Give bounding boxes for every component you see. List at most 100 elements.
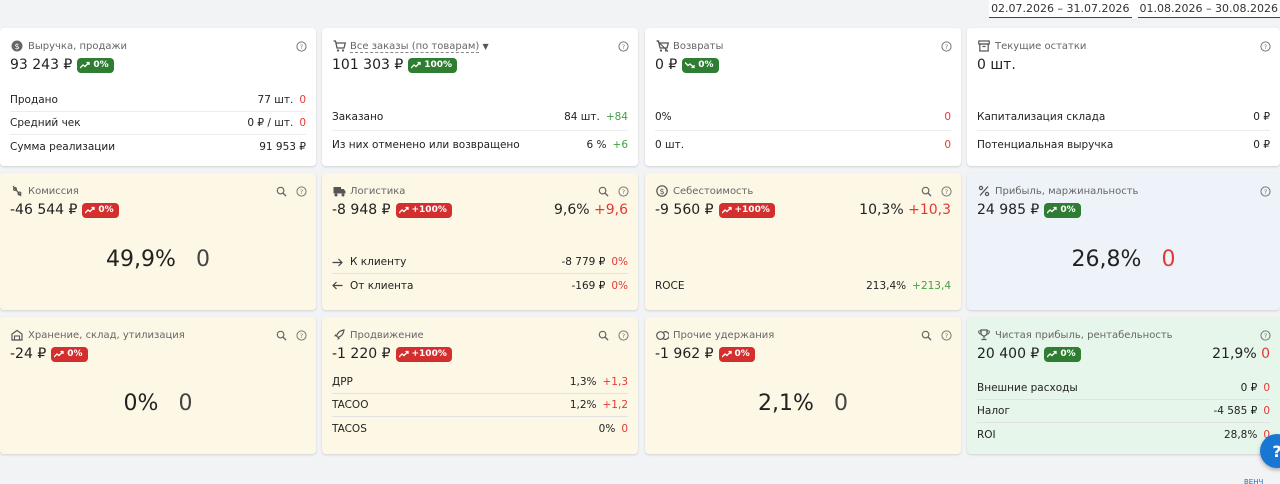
card-value: -1 962 ₽ [655,346,714,362]
svg-text:?: ? [1263,187,1266,195]
zoom-icon[interactable] [919,184,933,198]
list-item: Потенциальная выручка 0 ₽ [977,138,1270,151]
cart-icon [332,39,346,53]
svg-text:?: ? [299,42,302,50]
card-title: Выручка, продажи [28,40,128,52]
card-commission: Комиссия ? -46 544 ₽ 0% 49,9% 0 [0,173,316,310]
list-item: От клиента -169 ₽0% [332,274,628,297]
card-storage: Хранение, склад, утилизация ? -24 ₽ 0% 0… [0,317,316,454]
corner-link[interactable]: ВЕНЧ [1244,478,1264,484]
svg-text:?: ? [621,331,624,339]
card-value: 20 400 ₽ [977,346,1040,362]
cart-off-icon [655,39,669,53]
zoom-icon[interactable] [274,328,288,342]
arrow-right-icon [332,258,346,267]
big-metric: 0% 0 [123,391,193,416]
date-range-current[interactable]: 01.08.2026 – 30.08.2026 [1137,1,1280,18]
big-metric: 26,8% 0 [1071,247,1176,272]
big-metric: 2,1% 0 [758,391,848,416]
help-icon[interactable]: ? [1258,328,1272,342]
help-chat-button[interactable]: ? [1260,434,1280,468]
svg-text:?: ? [944,187,947,195]
svg-text:$: $ [659,187,664,196]
trophy-icon [977,328,991,342]
card-returns: Возвраты ? 0 ₽ 0% 0% 0 0 шт. 0 [645,28,961,166]
card-title: Чистая прибыль, рентабельность [995,329,1173,341]
list-item: ROCE 213,4% +213,4 [655,279,951,292]
trend-badge: 0% [77,57,114,73]
card-net-profit: Чистая прибыль, рентабельность ? 20 400 … [967,317,1280,454]
help-icon[interactable]: ? [294,328,308,342]
warehouse-icon [10,328,24,342]
help-icon[interactable]: ? [294,39,308,53]
card-profit: Прибыль, маржинальность ? 24 985 ₽ 0% 26… [967,173,1280,310]
svg-text:?: ? [944,331,947,339]
card-value: 0 ₽ [655,57,678,73]
help-icon[interactable]: ? [939,184,953,198]
date-range-previous[interactable]: 02.07.2026 – 31.07.2026 [989,1,1132,18]
card-value: -9 560 ₽ [655,202,714,218]
help-icon[interactable]: ? [616,184,630,198]
help-icon[interactable]: ? [1258,184,1272,198]
list-item: Из них отменено или возвращено 6 % +6 [332,138,628,151]
card-title: Продвижение [350,329,424,341]
card-logistics: Логистика ? -8 948 ₽ +100% 9,6% +9,6 К к… [322,173,638,310]
card-title: Текущие остатки [995,40,1087,52]
list-item: ROI 28,8% 0 [977,428,1270,441]
card-stock: Текущие остатки ? 0 шт. Капитализация ск… [967,28,1280,166]
help-icon[interactable]: ? [939,328,953,342]
chevron-down-icon[interactable]: ▼ [482,41,489,51]
card-title: Прибыль, маржинальность [995,185,1139,197]
card-title: Хранение, склад, утилизация [28,329,185,341]
card-revenue: $ Выручка, продажи ? 93 243 ₽ 0% Продано… [0,28,316,166]
svg-text:$: $ [14,42,19,51]
svg-text:?: ? [621,187,624,195]
orders-dropdown[interactable]: Все заказы (по товарам) [350,40,480,53]
trend-badge: 100% [408,57,458,73]
card-title: Прочие удержания [673,329,775,341]
zoom-icon[interactable] [596,328,610,342]
card-value: 24 985 ₽ [977,202,1040,218]
card-value: -8 948 ₽ [332,202,391,218]
trend-badge: 0% [1044,346,1081,362]
list-item: 0% 0 [655,104,951,131]
share-metric: 21,9% 0 [1212,346,1270,362]
help-icon[interactable]: ? [616,39,630,53]
help-icon[interactable]: ? [294,184,308,198]
arrow-left-icon [332,281,346,290]
trend-badge: 0% [682,57,719,73]
truck-icon [332,184,346,198]
card-title: Логистика [350,185,406,197]
trend-badge: 0% [82,202,119,218]
svg-text:?: ? [944,42,947,50]
card-other-deductions: Прочие удержания ? -1 962 ₽ 0% 2,1% 0 [645,317,961,454]
zoom-icon[interactable] [274,184,288,198]
trend-badge: +100% [395,346,452,362]
help-icon[interactable]: ? [939,39,953,53]
list-item: Средний чек 0 ₽ / шт. 0 [10,112,306,135]
card-value: 0 шт. [977,57,1016,73]
list-item: К клиенту -8 779 ₽0% [332,251,628,274]
archive-box-icon [977,39,991,53]
help-icon[interactable]: ? [616,328,630,342]
card-title: Себестоимость [673,185,754,197]
dollar-coin-icon: $ [10,39,24,53]
date-ranges: 02.07.2026 – 31.07.2026 01.08.2026 – 30.… [989,0,1280,18]
card-title: Возвраты [673,40,724,52]
card-cost: $ Себестоимость ? -9 560 ₽ +100% 10,3% +… [645,173,961,310]
percent-icon [977,184,991,198]
list-item: TACOS 0% 0 [332,422,628,435]
zoom-icon[interactable] [919,328,933,342]
svg-text:?: ? [299,187,302,195]
card-promotion: Продвижение ? -1 220 ₽ +100% ДРР 1,3% +1,3… [322,317,638,454]
list-item: TACOO 1,2% +1,2 [332,394,628,417]
help-icon[interactable]: ? [1258,39,1272,53]
trend-badge: 0% [51,346,88,362]
trend-badge: 0% [718,346,755,362]
zoom-icon[interactable] [596,184,610,198]
card-orders: Все заказы (по товарам) ▼ ? 101 303 ₽ 10… [322,28,638,166]
share-metric: 9,6% +9,6 [553,202,628,218]
card-value: 93 243 ₽ [10,57,73,73]
dollar-circle-icon: $ [655,184,669,198]
svg-text:?: ? [621,42,624,50]
